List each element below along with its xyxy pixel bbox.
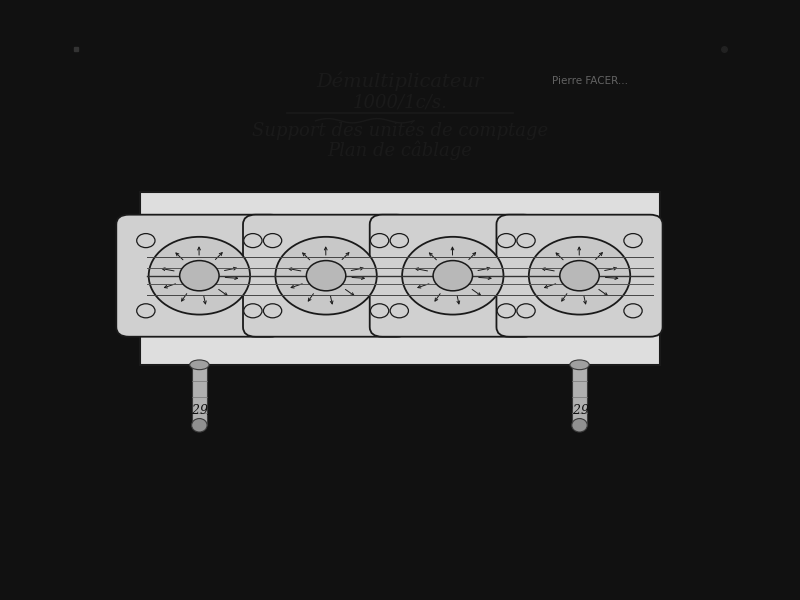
- FancyBboxPatch shape: [370, 215, 536, 337]
- Ellipse shape: [529, 237, 630, 314]
- Text: 1000/1c/s.: 1000/1c/s.: [353, 94, 447, 112]
- Circle shape: [180, 260, 219, 291]
- Circle shape: [263, 233, 282, 248]
- Circle shape: [433, 260, 473, 291]
- Circle shape: [263, 304, 282, 318]
- Text: 88929/03: 88929/03: [170, 404, 230, 417]
- Circle shape: [497, 304, 515, 318]
- Circle shape: [517, 233, 535, 248]
- Ellipse shape: [498, 216, 661, 335]
- Circle shape: [137, 233, 155, 248]
- Text: Pierre FACER...: Pierre FACER...: [552, 76, 628, 86]
- Ellipse shape: [572, 419, 587, 432]
- Circle shape: [497, 233, 515, 248]
- Text: 88929/02: 88929/02: [422, 404, 483, 417]
- Ellipse shape: [570, 360, 589, 370]
- Circle shape: [390, 304, 409, 318]
- FancyBboxPatch shape: [497, 215, 662, 337]
- Circle shape: [517, 304, 535, 318]
- Circle shape: [137, 304, 155, 318]
- Ellipse shape: [118, 216, 280, 335]
- Ellipse shape: [372, 216, 534, 335]
- Ellipse shape: [245, 216, 407, 335]
- Circle shape: [390, 233, 409, 248]
- FancyBboxPatch shape: [116, 215, 282, 337]
- Ellipse shape: [275, 237, 377, 314]
- Text: Démultiplicateur: Démultiplicateur: [316, 71, 484, 91]
- Circle shape: [244, 304, 262, 318]
- Ellipse shape: [190, 360, 209, 370]
- Text: Support des unités de comptage: Support des unités de comptage: [252, 120, 548, 140]
- Text: 88929/02: 88929/02: [296, 404, 356, 417]
- Text: 88929/02: 88929/02: [550, 404, 610, 417]
- Circle shape: [244, 233, 262, 248]
- Bar: [572, 365, 587, 425]
- Text: Plan de câblage: Plan de câblage: [327, 140, 473, 160]
- Bar: [192, 365, 207, 425]
- Circle shape: [624, 233, 642, 248]
- Circle shape: [624, 304, 642, 318]
- Ellipse shape: [149, 237, 250, 314]
- Circle shape: [370, 233, 389, 248]
- Circle shape: [370, 304, 389, 318]
- Ellipse shape: [192, 419, 207, 432]
- Ellipse shape: [402, 237, 503, 314]
- Bar: [139, 192, 661, 365]
- Circle shape: [560, 260, 599, 291]
- FancyBboxPatch shape: [243, 215, 409, 337]
- Circle shape: [306, 260, 346, 291]
